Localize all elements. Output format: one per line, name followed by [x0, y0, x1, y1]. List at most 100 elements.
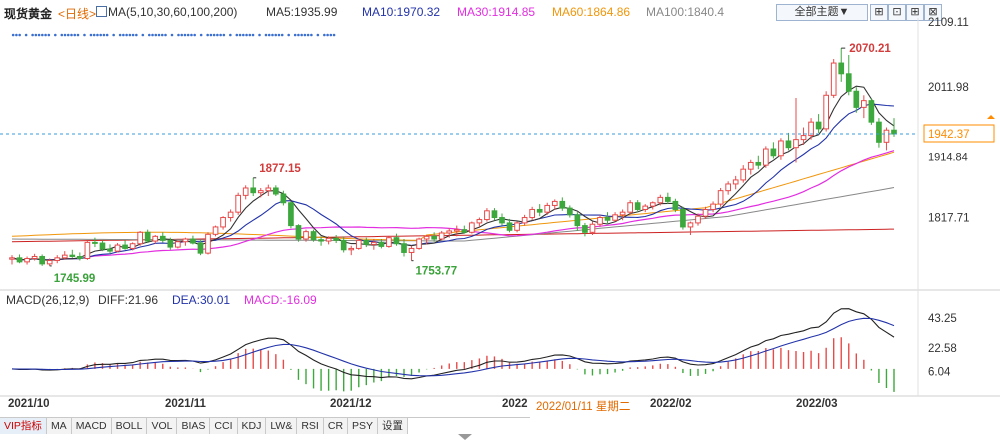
ma30-line — [11, 150, 895, 261]
candle — [107, 244, 113, 254]
candle-body — [16, 257, 23, 263]
tab-macd[interactable]: MACD — [71, 418, 112, 434]
candle — [152, 234, 159, 244]
event-marker-dot — [118, 33, 122, 37]
event-marker-dot — [151, 33, 154, 37]
period-selector[interactable]: <日线> — [58, 7, 97, 21]
candle-body — [152, 235, 159, 242]
candle — [227, 209, 234, 222]
candle-body — [732, 179, 739, 185]
event-marker-dot — [112, 33, 115, 37]
candle — [24, 256, 30, 265]
candle-body — [401, 243, 407, 253]
candle-body — [619, 211, 626, 216]
candle — [371, 239, 377, 250]
candle — [793, 97, 799, 163]
candle — [205, 232, 211, 255]
tab-psy[interactable]: PSY — [348, 418, 379, 434]
tab-settings[interactable]: 设置 — [378, 418, 409, 434]
candle — [747, 159, 754, 175]
candle — [77, 252, 83, 261]
event-marker-dot — [229, 33, 232, 37]
candle-body — [544, 204, 551, 213]
candle-body — [423, 235, 430, 240]
topic-dropdown[interactable]: 全部主题▼ — [776, 4, 868, 21]
event-marker-dot — [267, 33, 271, 37]
candle-body — [144, 231, 151, 242]
candle — [46, 258, 53, 266]
candle-body — [242, 187, 249, 196]
event-marker-dot — [18, 33, 21, 37]
candle — [378, 239, 385, 249]
macd-tick-label: 43.25 — [928, 313, 957, 325]
event-marker-dot — [34, 33, 38, 37]
candle — [9, 255, 15, 265]
crosshair-icon[interactable]: ⊞ — [906, 4, 924, 21]
candle-body — [499, 217, 505, 224]
event-marker-dot — [274, 33, 278, 37]
event-marker-dot — [199, 33, 203, 37]
collapse-arrow-icon[interactable] — [458, 434, 472, 440]
event-marker-dot — [280, 33, 284, 37]
event-marker-dot — [242, 33, 245, 37]
date-label-2022: 2022 — [502, 398, 528, 410]
tab-kdj[interactable]: KDJ — [237, 418, 267, 434]
event-marker-dot — [206, 33, 209, 37]
candle-body — [408, 247, 415, 253]
candle-body — [695, 215, 701, 224]
tab-cci[interactable]: CCI — [210, 418, 238, 434]
candle-body — [551, 200, 558, 206]
ma5-line — [11, 85, 895, 261]
candle-body — [642, 205, 649, 210]
tab-bias[interactable]: BIAS — [177, 418, 211, 434]
candle — [506, 218, 513, 233]
event-marker-dot — [128, 33, 132, 37]
instrument-title: 现货黄金 — [4, 7, 53, 21]
tab-rsi[interactable]: RSI — [297, 418, 324, 434]
candle-body — [763, 148, 769, 166]
candle-body — [793, 139, 799, 149]
candle-body — [310, 231, 317, 241]
fullscreen-icon[interactable]: ⊡ — [888, 4, 906, 21]
candle — [280, 190, 287, 206]
candle — [431, 232, 437, 242]
candle — [144, 229, 151, 244]
event-marker-dot — [135, 33, 138, 37]
candle — [235, 192, 241, 215]
close-icon[interactable]: ⊠ — [924, 4, 942, 21]
tab-lw[interactable]: LW& — [266, 418, 298, 434]
macd-diff-value: DIFF:21.96 — [98, 293, 159, 307]
candle — [84, 241, 91, 260]
candle — [845, 54, 852, 96]
candle — [476, 217, 483, 227]
annotation-label: 1877.15 — [259, 163, 301, 175]
candle — [99, 240, 106, 252]
tab-ma[interactable]: MA — [46, 418, 72, 434]
date-label-feb: 2022/02 — [650, 398, 692, 410]
tab-vol[interactable]: VOL — [147, 418, 178, 434]
event-marker-dot — [212, 33, 216, 37]
candle — [634, 200, 641, 213]
candle-body — [687, 222, 694, 228]
candle — [710, 201, 716, 213]
candle — [612, 212, 618, 222]
candle — [763, 146, 769, 168]
candle — [401, 239, 407, 257]
event-marker-dot — [329, 33, 333, 37]
event-marker-dot — [235, 33, 239, 37]
zoom-in-icon[interactable]: ⊞ — [870, 4, 888, 21]
candle-body — [393, 237, 400, 245]
tab-vip[interactable]: VIP指标 — [0, 418, 47, 434]
candle-body — [461, 229, 468, 233]
tab-boll[interactable]: BOLL — [111, 418, 148, 434]
event-marker-dot — [73, 33, 77, 37]
current-price-value: 1942.37 — [928, 129, 970, 141]
candle-body — [197, 242, 204, 254]
tab-cr[interactable]: CR — [323, 418, 349, 434]
candle-body — [582, 225, 588, 233]
candle-body — [137, 231, 143, 245]
date-label-nov: 2021/11 — [165, 398, 206, 410]
candle-body — [348, 247, 355, 251]
candle — [876, 118, 882, 148]
